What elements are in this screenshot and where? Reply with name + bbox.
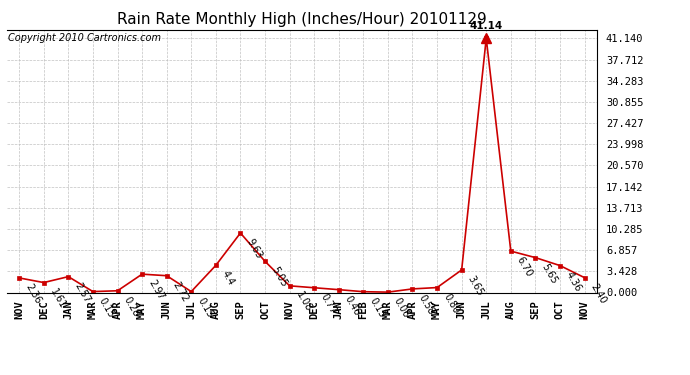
Text: 4.4: 4.4 xyxy=(220,270,236,288)
Text: 0.77: 0.77 xyxy=(318,292,338,316)
Text: 5.65: 5.65 xyxy=(540,262,559,285)
Text: Copyright 2010 Cartronics.com: Copyright 2010 Cartronics.com xyxy=(8,33,161,43)
Text: 4.36: 4.36 xyxy=(564,270,584,293)
Text: 2.36: 2.36 xyxy=(23,282,43,306)
Text: 0.58: 0.58 xyxy=(417,293,436,317)
Text: 3.65: 3.65 xyxy=(466,274,485,298)
Text: 6.70: 6.70 xyxy=(515,255,534,279)
Text: 41.14: 41.14 xyxy=(470,21,503,32)
Text: 0.28: 0.28 xyxy=(121,295,141,318)
Text: 1.61: 1.61 xyxy=(48,287,68,310)
Text: 2.72: 2.72 xyxy=(171,280,190,304)
Text: 2.57: 2.57 xyxy=(72,281,92,304)
Title: Rain Rate Monthly High (Inches/Hour) 20101129: Rain Rate Monthly High (Inches/Hour) 201… xyxy=(117,12,486,27)
Text: 0.80: 0.80 xyxy=(441,292,461,315)
Text: 0.15: 0.15 xyxy=(97,296,117,320)
Text: 5.05: 5.05 xyxy=(269,266,288,289)
Text: 9.63: 9.63 xyxy=(244,237,264,261)
Text: 0.06: 0.06 xyxy=(392,296,411,320)
Text: 1.08: 1.08 xyxy=(294,290,313,314)
Text: 0.13: 0.13 xyxy=(368,296,387,320)
Text: 2.97: 2.97 xyxy=(146,278,166,302)
Text: 2.40: 2.40 xyxy=(589,282,608,306)
Text: 0.46: 0.46 xyxy=(343,294,362,317)
Text: 0.15: 0.15 xyxy=(195,296,215,320)
